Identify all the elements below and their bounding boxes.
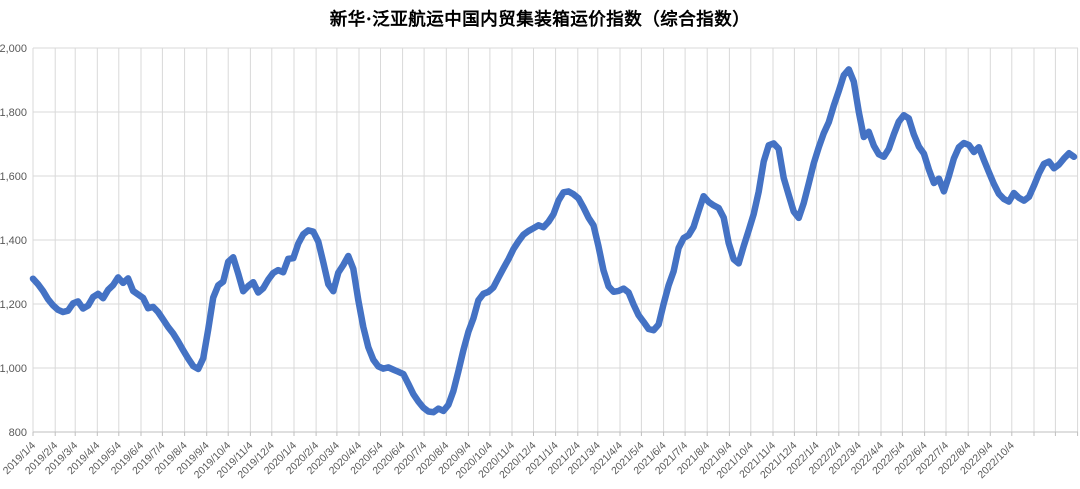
y-axis-label: 2,000 bbox=[0, 43, 27, 55]
y-axis-label: 800 bbox=[9, 427, 27, 439]
y-axis-label: 1,000 bbox=[0, 363, 27, 375]
chart-title: 新华·泛亚航运中国内贸集装箱运价指数（综合指数） bbox=[329, 10, 751, 30]
y-axis-label: 1,400 bbox=[0, 235, 27, 247]
y-axis-label: 1,200 bbox=[0, 299, 27, 311]
y-axis-label: 1,800 bbox=[0, 107, 27, 119]
y-axis-label: 1,600 bbox=[0, 171, 27, 183]
series-line-composite-index bbox=[29, 66, 1078, 416]
